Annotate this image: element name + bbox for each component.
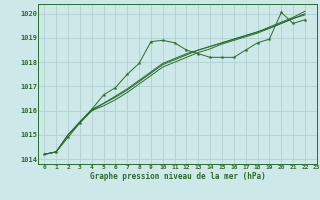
X-axis label: Graphe pression niveau de la mer (hPa): Graphe pression niveau de la mer (hPa) [90,172,266,181]
